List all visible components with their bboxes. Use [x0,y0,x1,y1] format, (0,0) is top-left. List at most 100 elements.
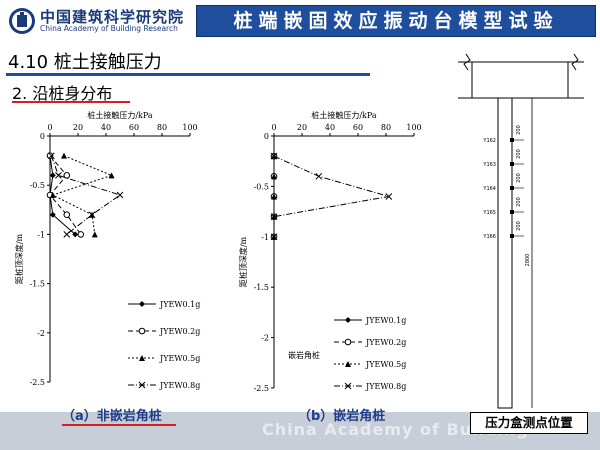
x-tick-label: 40 [325,123,335,132]
data-point-b [88,211,96,219]
pile-shaft [497,97,513,409]
logo-emblem-icon [9,8,35,34]
caption-left: （a）非嵌岩角桩 [62,409,162,424]
pressure-cell-label: Y166 [482,234,496,240]
legend-marker [345,361,351,367]
subsection-title: 2. 沿桩身分布 [12,84,113,103]
y-tick-label: -1.5 [254,283,269,292]
y-tick-label: 0 [40,132,45,141]
x-tick-label: 60 [353,123,363,132]
x-tick-label: 0 [271,123,276,132]
data-point [270,213,278,220]
chart-title: 桩土接触压力/kPa [87,110,153,120]
chart-title: 桩土接触压力/kPa [311,110,377,120]
logo: 中国建筑科学研究院 China Academy of Building Rese… [4,3,194,37]
data-point [61,152,67,159]
legend-marker [138,327,146,335]
spacing-label: 200 [516,173,522,183]
section-underline [6,73,370,76]
y-tick-label: -2.5 [254,384,269,393]
x-tick-label: 100 [182,123,197,132]
caption-right: 压力盒测点位置 [470,412,588,434]
series-JYEW0.2g [46,152,85,238]
pressure-cell-label: Y165 [482,210,496,216]
data-point-b [270,233,278,241]
footer-watermark: China Academy of Building [262,420,529,439]
data-point [55,172,62,179]
x-tick-label: 80 [381,123,391,132]
pile-cap [471,61,569,99]
x-tick-label: 80 [157,123,167,132]
x-tick-label: 60 [129,123,139,132]
data-point [88,211,96,219]
slide-title: 桩端嵌固效应振动台模型试验 [233,10,559,32]
data-point-b [55,172,62,179]
series-line [273,155,389,237]
series-JYEW0.8g [270,152,393,241]
subsection-underline [12,101,130,103]
data-point-b [116,191,124,199]
pressure-cell-marker [510,210,514,214]
data-point-b [385,193,393,200]
data-point [49,211,56,218]
data-point-b [270,152,278,160]
y-tick-label: 0 [264,132,269,141]
break-mark-left [463,53,471,71]
spacing-label: 200 [516,149,522,159]
legend: JYEW0.1g JYEW0.2g JYEW0.5g JYEW0.8g [334,316,406,391]
data-point-b [270,213,278,220]
legend-label: JYEW0.5g [159,354,200,363]
legend-marker [138,381,146,389]
y-tick-label: -1.5 [30,280,45,289]
x-tick-label: 40 [101,123,111,132]
data-point [49,192,56,199]
data-point [315,172,323,180]
spacing-label: 200 [516,197,522,207]
pressure-cell-marker [510,186,514,190]
chart-a: 桩土接触压力/kPa 0 20 40 60 80 100 0 -0.5 -1 -1.5 -2 -2.5 距… [14,110,200,390]
y-tick-label: -0.5 [254,182,269,191]
x-tick-label: 100 [406,123,421,132]
spacing-label: 200 [516,125,522,135]
data-point [63,231,71,238]
x-tick-label: 20 [297,123,307,132]
legend-label: JYEW0.8g [365,382,406,391]
pressure-cell-label: Y164 [482,186,496,192]
legend-label: JYEW0.5g [365,360,406,369]
legend-marker [139,355,145,361]
data-point [116,191,124,199]
header: 中国建筑科学研究院 China Academy of Building Rese… [0,0,600,40]
series-line [49,155,82,235]
y-tick-label: -2 [261,334,269,343]
section-title: 4.10 桩土接触压力 [8,52,162,73]
caption-left-underline [62,424,176,426]
break-mark-right [571,53,579,71]
y-axis-label: 距桩顶深度/m [14,233,24,284]
legend-marker [344,338,352,346]
pressure-cell-marker [510,162,514,166]
data-point [63,172,71,179]
y-axis-label: 距桩顶深度/m [238,236,248,287]
legend-label: JYEW0.2g [365,338,406,347]
data-point-b [48,152,55,160]
data-point [63,211,71,219]
legend-label: JYEW0.8g [159,381,200,390]
pile-length-label: 2800 [525,254,531,267]
chart-annotation: 嵌岩角桩 [288,350,320,360]
pressure-cell-label: Y163 [482,162,496,168]
data-point [385,193,393,200]
data-point [91,231,98,238]
y-tick-label: -1 [261,233,269,242]
data-point [49,172,56,179]
y-tick-label: -0.5 [30,181,45,190]
series-JYEW0.8g [48,152,124,238]
pressure-cell-marker [510,138,514,142]
legend-label: JYEW0.1g [365,316,406,325]
legend-marker-b [138,381,146,389]
y-tick-label: -2 [37,329,45,338]
pile-diagram: 2800 Y162 200 Y163 200 Y164 200 Y165 200 Y166 200 [458,53,584,409]
legend-label: JYEW0.2g [159,327,200,336]
legend: JYEW0.1g JYEW0.2g JYEW0.5g JYEW0.8g [128,300,200,390]
data-point [48,152,55,160]
spacing-label: 200 [516,221,522,231]
